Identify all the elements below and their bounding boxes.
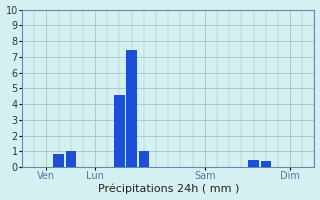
Bar	[260, 161, 271, 167]
Bar	[139, 151, 149, 167]
Bar	[248, 160, 259, 167]
Bar	[53, 154, 64, 167]
Bar	[126, 50, 137, 167]
Bar	[114, 95, 125, 167]
Bar	[66, 151, 76, 167]
X-axis label: Précipitations 24h ( mm ): Précipitations 24h ( mm )	[98, 184, 239, 194]
